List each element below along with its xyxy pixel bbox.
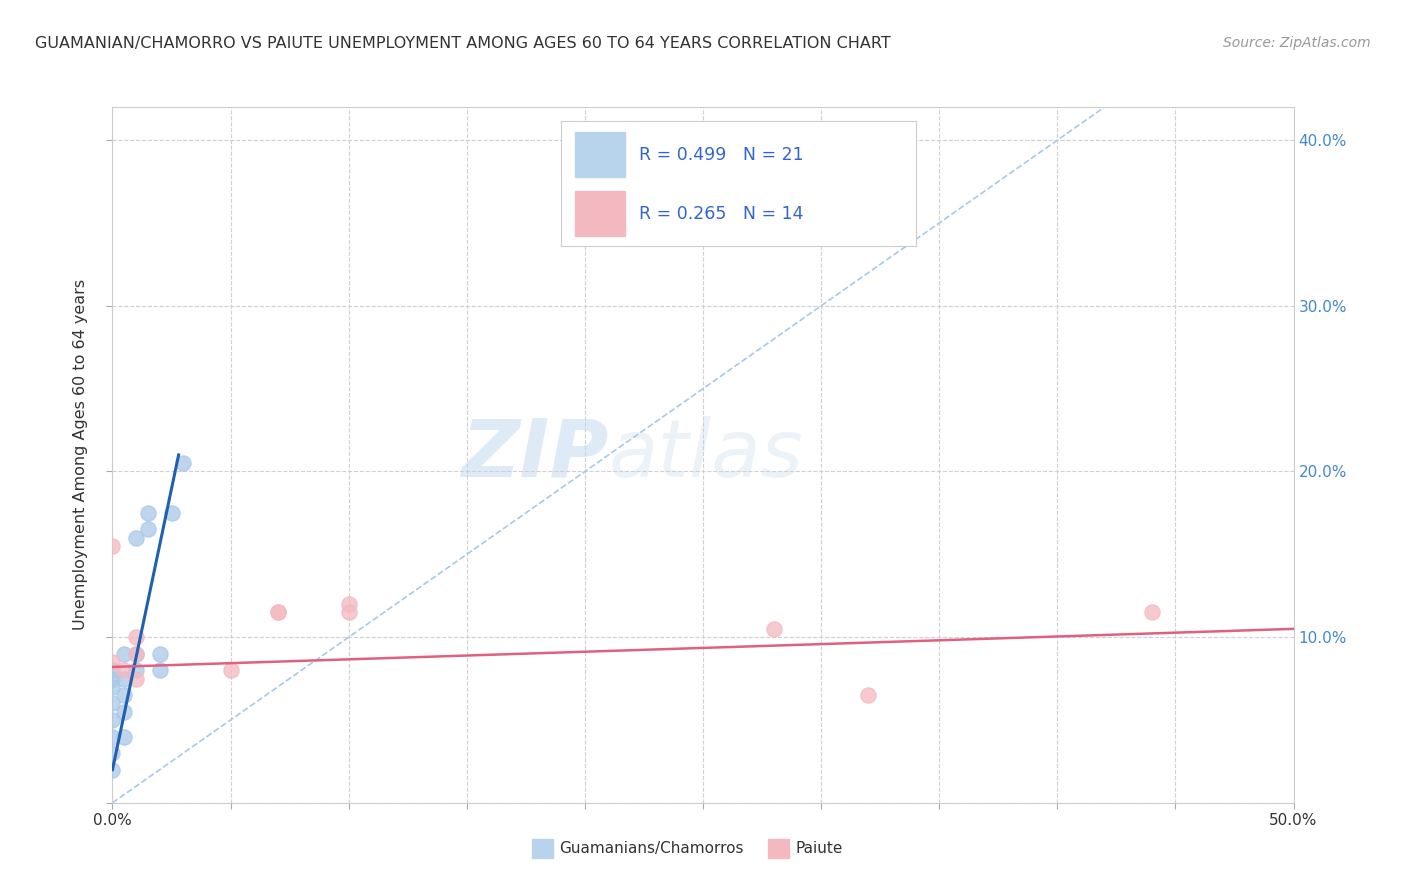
Point — [267, 605, 290, 619]
Point — [112, 663, 135, 677]
Point — [149, 663, 172, 677]
Bar — [768, 839, 789, 858]
Point — [101, 763, 124, 777]
Point — [101, 663, 124, 677]
Text: atlas: atlas — [609, 416, 803, 494]
Point — [125, 630, 148, 644]
Point — [125, 647, 148, 661]
Point — [337, 605, 360, 619]
Text: GUAMANIAN/CHAMORRO VS PAIUTE UNEMPLOYMENT AMONG AGES 60 TO 64 YEARS CORRELATION : GUAMANIAN/CHAMORRO VS PAIUTE UNEMPLOYMEN… — [35, 36, 891, 51]
Point — [172, 456, 194, 470]
Bar — [531, 839, 553, 858]
Text: ZIP: ZIP — [461, 416, 609, 494]
Point — [219, 663, 242, 677]
Point — [112, 688, 135, 702]
Text: Source: ZipAtlas.com: Source: ZipAtlas.com — [1223, 36, 1371, 50]
Point — [136, 506, 159, 520]
Point — [101, 713, 124, 727]
Text: Paiute: Paiute — [796, 841, 842, 856]
Point — [112, 705, 135, 719]
Point — [101, 655, 124, 669]
Point — [858, 688, 880, 702]
Point — [1140, 605, 1163, 619]
Point — [101, 746, 124, 760]
Point — [136, 523, 159, 537]
Point — [101, 730, 124, 744]
Text: Guamanians/Chamorros: Guamanians/Chamorros — [560, 841, 744, 856]
Point — [101, 697, 124, 711]
Point — [101, 672, 124, 686]
Point — [112, 672, 135, 686]
Point — [101, 539, 124, 553]
Point — [149, 647, 172, 661]
Point — [112, 647, 135, 661]
Point — [101, 680, 124, 694]
Point — [112, 730, 135, 744]
Point — [125, 663, 148, 677]
Point — [125, 531, 148, 545]
Y-axis label: Unemployment Among Ages 60 to 64 years: Unemployment Among Ages 60 to 64 years — [73, 279, 89, 631]
Point — [160, 506, 183, 520]
Point — [762, 622, 785, 636]
Point — [267, 605, 290, 619]
Point — [125, 647, 148, 661]
Point — [125, 672, 148, 686]
Point — [337, 597, 360, 611]
